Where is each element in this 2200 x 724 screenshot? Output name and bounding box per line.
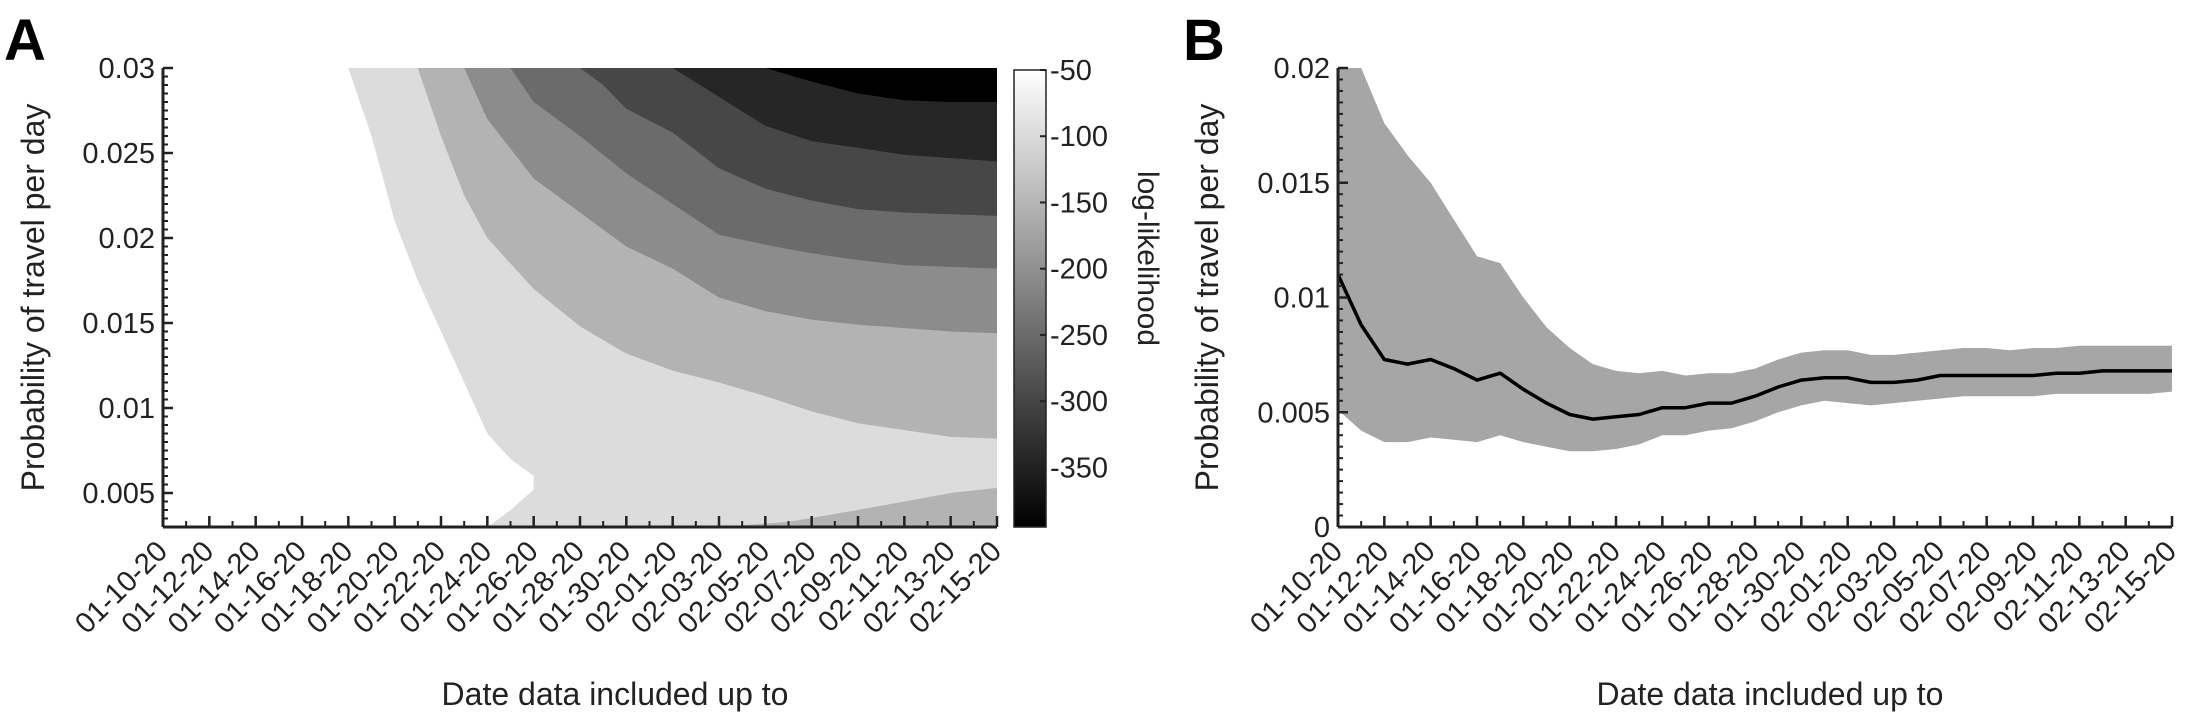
colorbar: -50 -100 -150 -200 -250 -300 -350 xyxy=(1013,55,1108,528)
panel-b-y-tick-label: 0.01 xyxy=(1274,283,1330,315)
panel-a-y-tick-label: 0.015 xyxy=(82,308,155,340)
panel-a-y-tick-label: 0.025 xyxy=(82,138,155,170)
panel-label-a: A xyxy=(4,8,46,73)
panel-a-y-axis-label: Probability of travel per day xyxy=(15,104,51,492)
colorbar-tick-label: -50 xyxy=(1050,55,1092,87)
panel-a-y-tick-label: 0.01 xyxy=(99,393,155,425)
colorbar-tick-label: -200 xyxy=(1050,254,1108,286)
panel-b-line-plot: 00.0050.010.0150.0201-10-2001-12-2001-14… xyxy=(1189,53,2183,712)
confidence-band xyxy=(1338,68,2172,452)
colorbar-tick-label: -100 xyxy=(1050,121,1108,153)
panel-a-x-axis-label: Date data included up to xyxy=(442,676,789,712)
panel-b-y-tick-label: 0.015 xyxy=(1257,168,1330,200)
panel-b-series xyxy=(1336,68,2172,452)
contour-band-minus-100-bottom xyxy=(719,487,997,527)
colorbar-label: log-likelihood xyxy=(1131,171,1164,346)
colorbar-tick-label: -150 xyxy=(1050,187,1108,219)
panel-b-y-tick-label: 0 xyxy=(1314,512,1330,544)
panel-b-x-axis-label: Date data included up to xyxy=(1597,676,1944,712)
colorbar-gradient xyxy=(1013,69,1047,528)
contour-fills xyxy=(163,68,997,527)
panel-b-y-tick-label: 0.02 xyxy=(1274,53,1330,85)
panel-b-y-tick-label: 0.005 xyxy=(1257,397,1330,429)
panel-label-b: B xyxy=(1183,8,1225,73)
panel-a-y-tick-label: 0.02 xyxy=(99,223,155,255)
panel-a-y-tick-label: 0.03 xyxy=(99,53,155,85)
panel-a-y-tick-label: 0.005 xyxy=(82,478,155,510)
colorbar-tick-label: -250 xyxy=(1050,320,1108,352)
panel-b-y-axis-label: Probability of travel per day xyxy=(1189,104,1225,492)
colorbar-tick-label: -350 xyxy=(1050,452,1108,484)
colorbar-tick-label: -300 xyxy=(1050,386,1108,418)
panel-a-contour-plot: 0.0050.010.0150.020.0250.0301-10-2001-12… xyxy=(15,53,1164,712)
contour-band-minus-350 xyxy=(765,68,997,102)
estimate-line xyxy=(1336,273,2172,421)
